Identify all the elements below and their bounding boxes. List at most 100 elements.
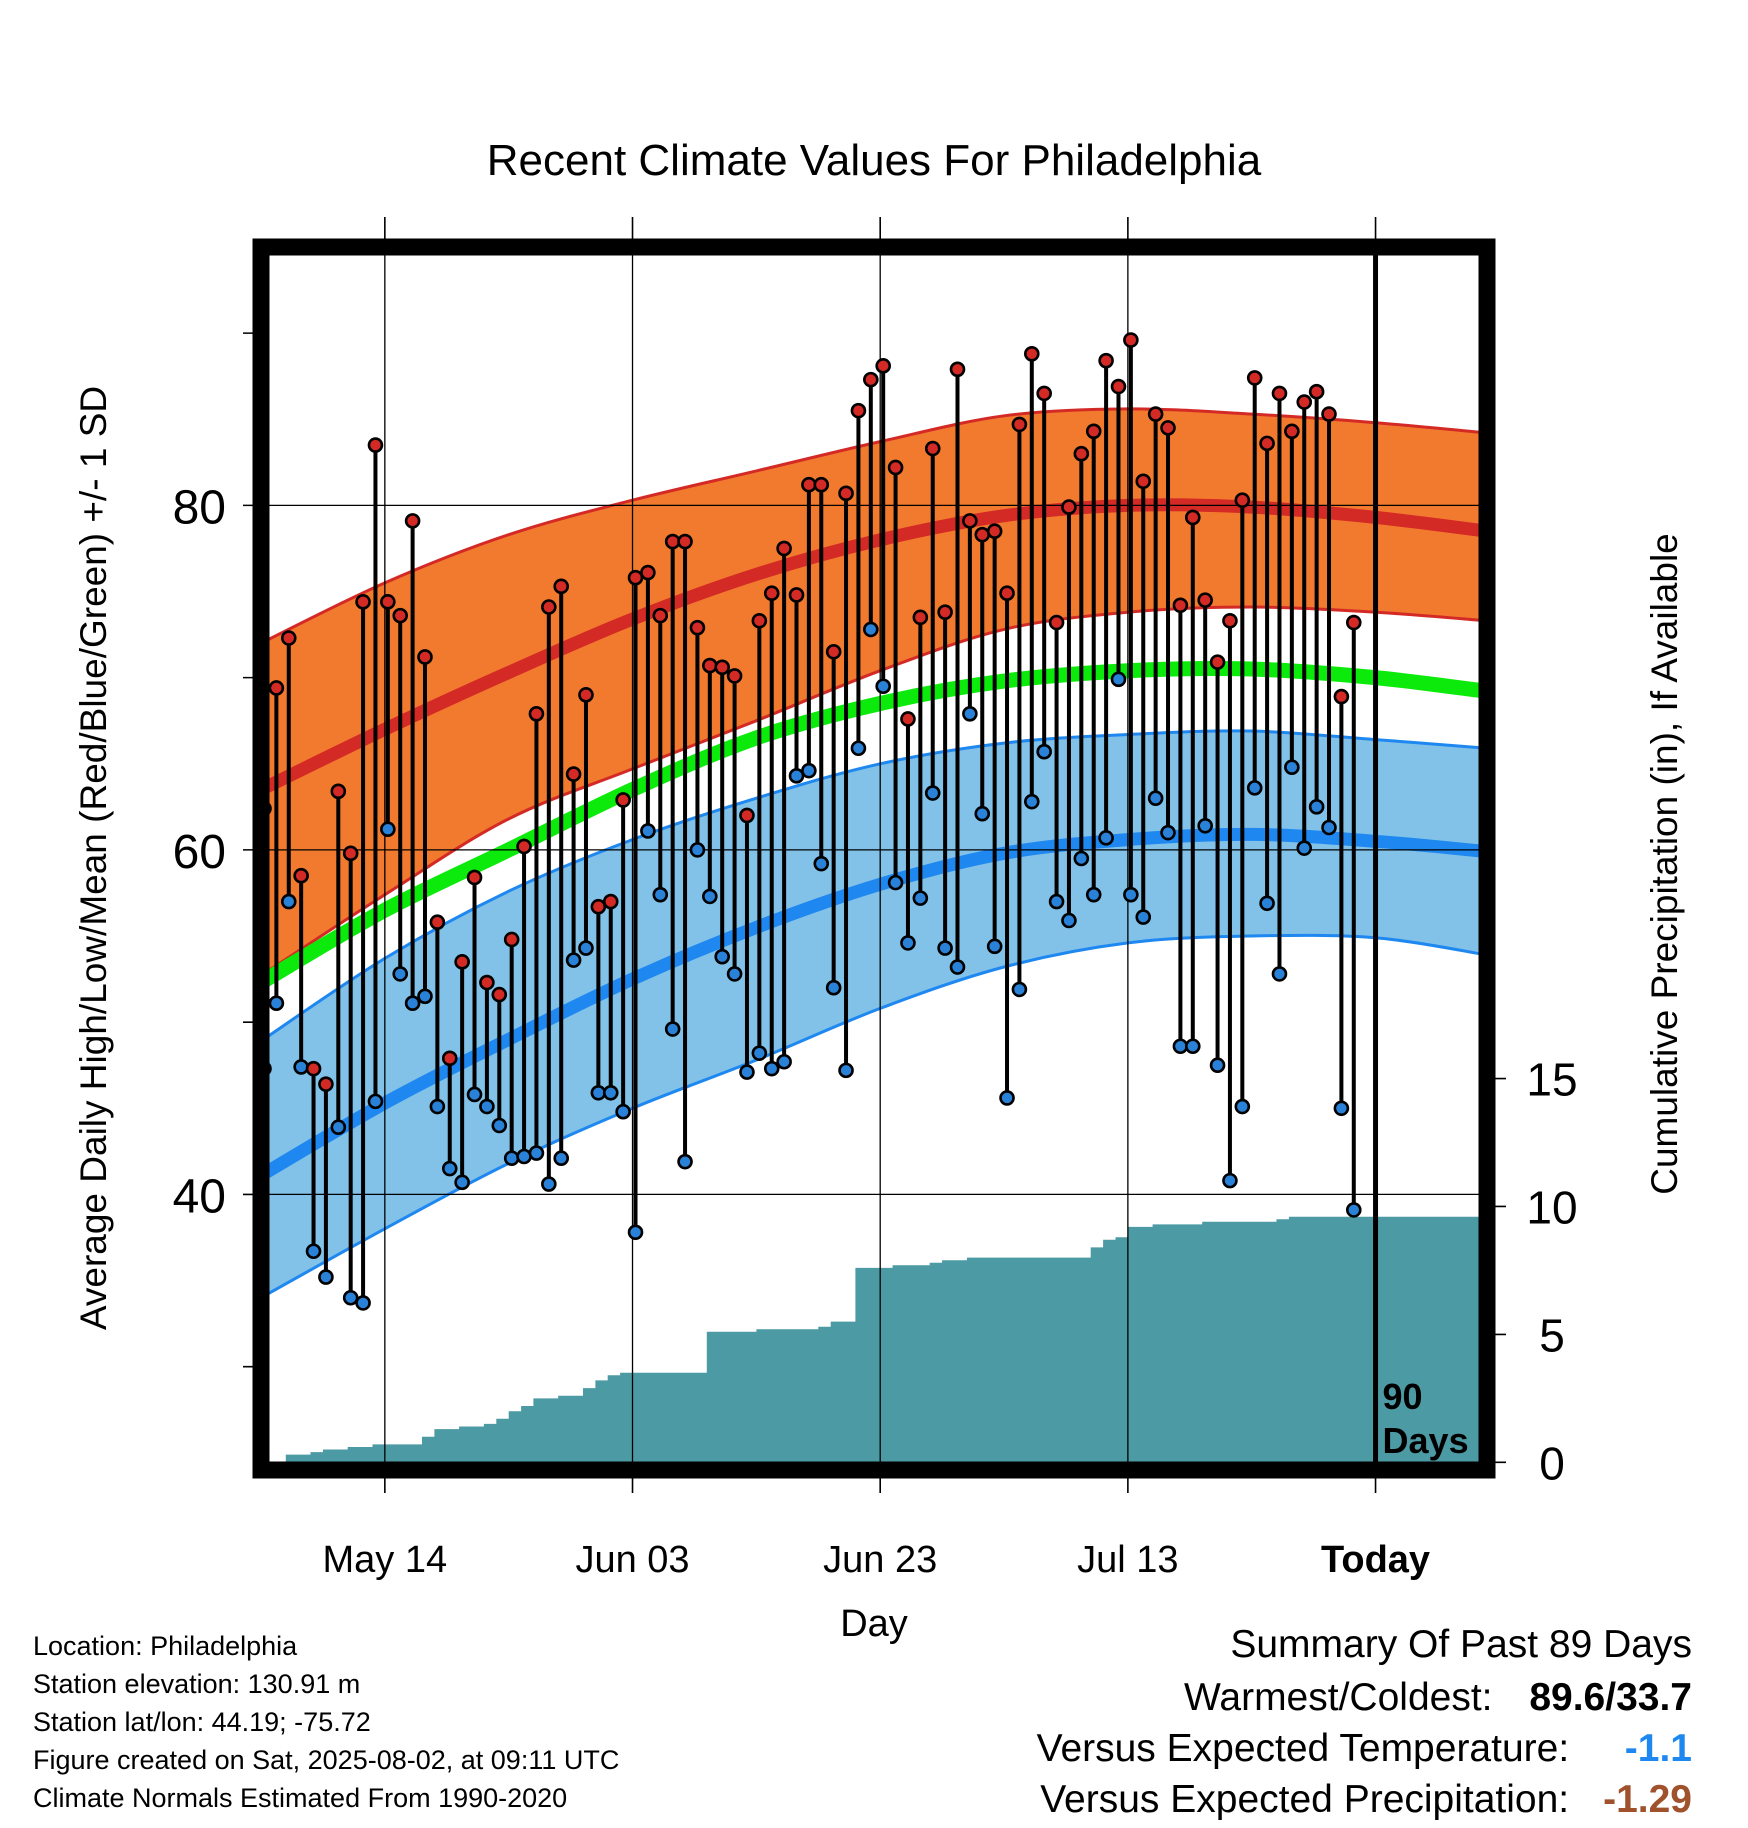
daily-low-point <box>776 1053 792 1070</box>
info-latlon: Station lat/lon: 44.19; -75.72 <box>33 1707 371 1737</box>
daily-high-point <box>776 540 792 557</box>
daily-low-point <box>380 821 396 838</box>
daily-low-point <box>900 935 916 951</box>
today-days-label: Days <box>1383 1420 1469 1461</box>
daily-high-point <box>293 867 309 884</box>
x-tick-label: Today <box>1321 1539 1430 1581</box>
daily-high-point <box>1360 0 1373 7</box>
daily-high-point <box>937 604 953 620</box>
today-days-label: 90 <box>1383 1376 1423 1417</box>
daily-high-point <box>788 587 805 603</box>
daily-high-point <box>1259 435 1275 452</box>
daily-low-point <box>1160 824 1176 841</box>
high-sd-band <box>261 408 1487 976</box>
daily-low-point <box>1172 1038 1189 1055</box>
y2-axis-label: Cumulative Precipitation (in), If Availa… <box>1644 533 1685 1195</box>
daily-high-point <box>627 569 644 586</box>
summary-title: Summary Of Past 89 Days <box>1230 1623 1692 1666</box>
summary-temp-value: -1.1 <box>1624 1727 1692 1770</box>
daily-high-point <box>330 783 347 800</box>
daily-low-point <box>578 940 594 956</box>
daily-high-point <box>1308 383 1325 400</box>
daily-low-point <box>887 874 904 891</box>
daily-high-point <box>553 578 570 595</box>
y-tick-label: 80 <box>173 481 226 534</box>
daily-high-point <box>565 766 582 782</box>
daily-high-point <box>1147 406 1164 422</box>
daily-high-point <box>1160 420 1176 436</box>
daily-low-point <box>949 959 966 975</box>
daily-low-point <box>739 1064 755 1080</box>
daily-low-point <box>1061 912 1077 929</box>
daily-high-point <box>541 599 557 615</box>
daily-low-point <box>801 762 817 779</box>
daily-low-point <box>1284 759 1300 776</box>
daily-high-point <box>454 954 470 970</box>
info-normals: Climate Normals Estimated From 1990-2020 <box>33 1783 568 1813</box>
daily-low-point <box>924 785 941 801</box>
daily-low-point <box>1271 966 1288 982</box>
daily-high-point <box>1073 445 1090 462</box>
daily-low-point <box>615 1103 631 1120</box>
daily-high-point <box>986 523 1003 540</box>
daily-high-point <box>813 476 830 493</box>
daily-low-point <box>1048 893 1065 910</box>
summary-warm-cold-value: 89.6/33.7 <box>1529 1676 1692 1719</box>
daily-high-point <box>503 931 520 948</box>
summary-temp-label: Versus Expected Temperature: <box>1036 1727 1570 1770</box>
daily-high-point <box>863 371 879 388</box>
daily-high-point <box>602 893 619 910</box>
daily-low-point <box>429 1098 446 1115</box>
daily-low-point <box>1259 895 1275 912</box>
daily-low-point <box>1209 1057 1226 1074</box>
daily-low-point <box>466 1086 483 1103</box>
daily-low-point <box>912 890 929 906</box>
daily-high-point <box>1023 345 1040 362</box>
summary-precip-value: -1.29 <box>1603 1778 1692 1821</box>
daily-low-point <box>788 768 805 784</box>
daily-high-point <box>1135 473 1152 490</box>
daily-high-point <box>1184 509 1201 526</box>
daily-low-point <box>838 1062 854 1079</box>
daily-high-point <box>404 513 421 529</box>
daily-low-point <box>1036 743 1052 760</box>
daily-high-point <box>491 986 508 1003</box>
daily-low-point <box>454 1174 470 1191</box>
daily-low-point <box>441 1160 458 1177</box>
daily-low-point <box>863 621 879 638</box>
x-axis-label: Day <box>840 1603 908 1645</box>
daily-high-point <box>739 807 755 824</box>
info-created: Figure created on Sat, 2025-08-02, at 09… <box>33 1745 620 1775</box>
daily-high-point <box>1172 597 1189 614</box>
daily-low-point <box>962 706 978 722</box>
daily-high-point <box>1284 423 1300 440</box>
daily-high-point <box>1036 385 1052 402</box>
daily-low-point <box>355 1295 371 1311</box>
x-tick-label: Jun 03 <box>575 1539 689 1581</box>
daily-low-point <box>875 678 891 695</box>
daily-low-point <box>999 1090 1015 1106</box>
daily-low-point <box>1222 1172 1238 1189</box>
daily-low-point <box>280 893 297 910</box>
daily-low-point <box>318 1269 334 1285</box>
daily-low-point <box>479 1098 495 1115</box>
daily-low-point <box>763 1060 780 1077</box>
plot-frame <box>252 238 1496 1479</box>
daily-low-point <box>1085 886 1102 903</box>
daily-low-point <box>1308 799 1325 815</box>
daily-high-point <box>590 898 607 915</box>
x-tick-label: Jul 13 <box>1077 1539 1178 1581</box>
daily-high-point <box>763 585 780 602</box>
daily-high-point <box>974 526 991 543</box>
daily-high-point <box>999 585 1015 602</box>
daily-low-point <box>825 979 842 996</box>
daily-low-point <box>1147 790 1164 807</box>
daily-low-point <box>367 1093 384 1110</box>
y-tick-label: 40 <box>173 1170 226 1223</box>
daily-low-point <box>1197 817 1213 834</box>
daily-low-point <box>1184 1038 1201 1055</box>
daily-high-point <box>1123 332 1139 348</box>
daily-high-point <box>714 659 731 676</box>
daily-high-point <box>875 358 891 374</box>
daily-low-point <box>491 1117 508 1134</box>
